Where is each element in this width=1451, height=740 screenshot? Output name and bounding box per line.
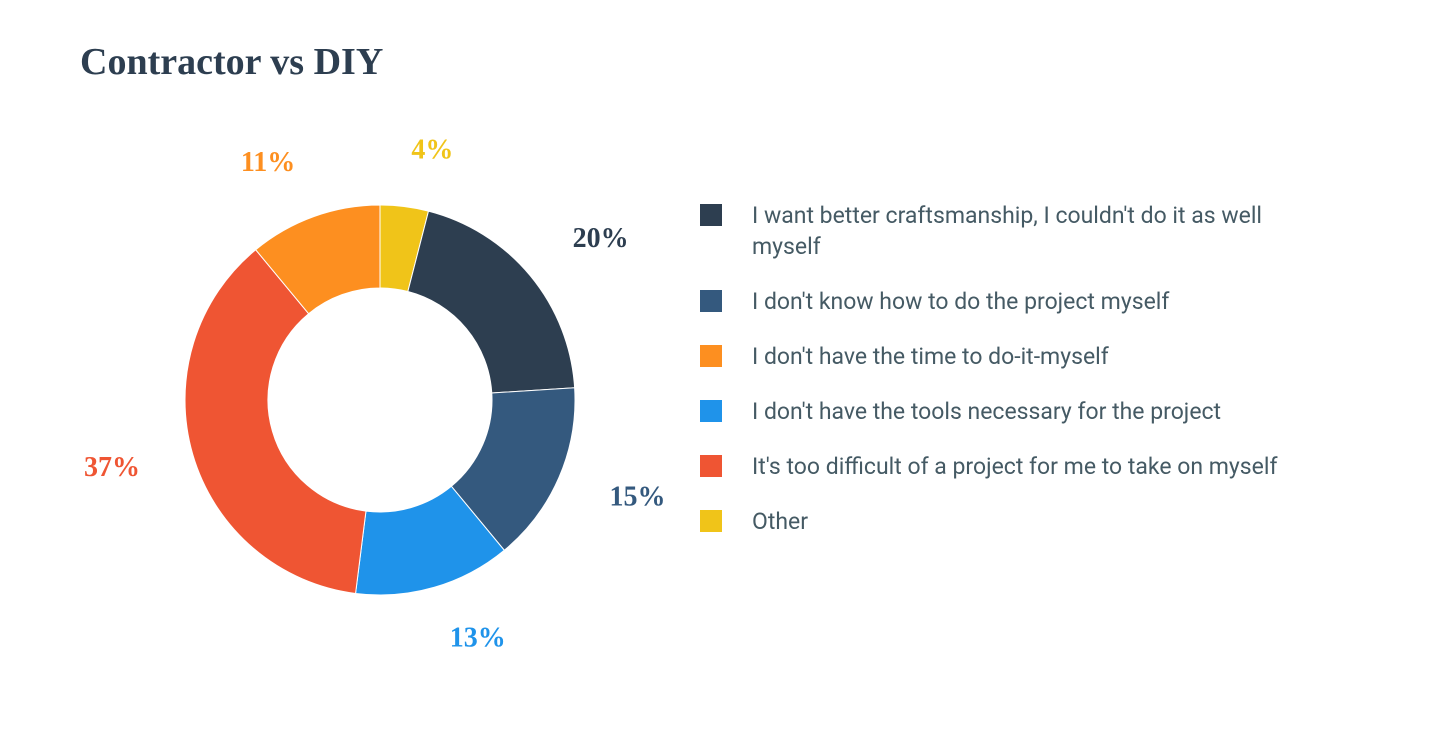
legend-item-no_time: I don't have the time to do-it-myself	[700, 341, 1400, 372]
donut-chart: 4%20%15%13%37%11%	[100, 120, 660, 680]
slice-too_difficult	[185, 250, 366, 594]
legend: I want better craftsmanship, I couldn't …	[700, 200, 1400, 561]
chart-title: Contractor vs DIY	[80, 40, 383, 84]
legend-item-other: Other	[700, 506, 1400, 537]
legend-swatch-other	[700, 510, 722, 532]
legend-label-too_difficult: It's too difficult of a project for me t…	[752, 451, 1277, 482]
legend-swatch-no_time	[700, 345, 722, 367]
slice-label-dont_know: 15%	[609, 482, 665, 513]
legend-item-no_tools: I don't have the tools necessary for the…	[700, 396, 1400, 427]
slice-craftsmanship	[408, 211, 575, 393]
legend-label-dont_know: I don't know how to do the project mysel…	[752, 286, 1169, 317]
donut-svg: 4%20%15%13%37%11%	[100, 120, 660, 680]
slice-label-craftsmanship: 20%	[573, 223, 629, 254]
legend-swatch-craftsmanship	[700, 204, 722, 226]
slice-label-no_tools: 13%	[450, 622, 506, 653]
legend-label-no_time: I don't have the time to do-it-myself	[752, 341, 1109, 372]
legend-label-no_tools: I don't have the tools necessary for the…	[752, 396, 1221, 427]
slice-label-too_difficult: 37%	[84, 452, 140, 483]
legend-item-dont_know: I don't know how to do the project mysel…	[700, 286, 1400, 317]
slice-label-no_time: 11%	[241, 147, 295, 178]
legend-label-other: Other	[752, 506, 808, 537]
page: Contractor vs DIY 4% 20% 15% 13% 37% 11% I wa…	[0, 0, 1451, 740]
legend-item-craftsmanship: I want better craftsmanship, I couldn't …	[700, 200, 1400, 262]
legend-swatch-dont_know	[700, 290, 722, 312]
legend-swatch-no_tools	[700, 400, 722, 422]
legend-label-craftsmanship: I want better craftsmanship, I couldn't …	[752, 200, 1312, 262]
slice-label-other: 4%	[411, 134, 453, 165]
legend-item-too_difficult: It's too difficult of a project for me t…	[700, 451, 1400, 482]
legend-swatch-too_difficult	[700, 455, 722, 477]
